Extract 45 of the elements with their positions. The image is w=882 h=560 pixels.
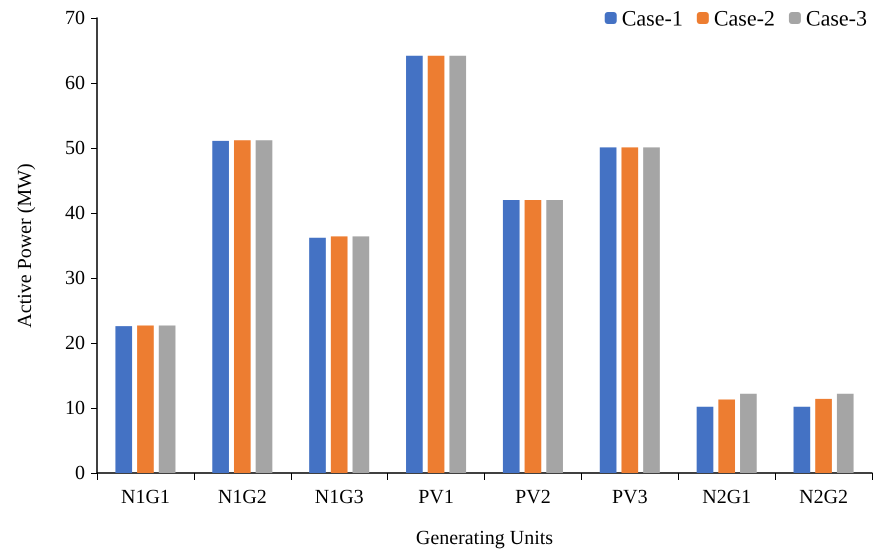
x-tick-label: PV2 [515,486,551,508]
bar [600,147,616,473]
bar [696,406,714,473]
y-tick-label: 0 [75,462,85,484]
legend-label: Case-2 [714,6,775,30]
bar [256,140,272,473]
bar [158,325,176,473]
legend-label: Case-3 [806,6,868,30]
y-tick-label: 70 [65,7,85,29]
bar [836,394,854,473]
bar [546,200,563,473]
x-tick-label: N1G3 [314,486,364,508]
bar [524,200,542,473]
x-tick-label: N1G1 [120,486,170,508]
x-tick-label: N1G2 [218,486,267,508]
y-axis-title: Active Power (MW) [14,163,36,328]
x-tick-label: N2G2 [799,486,848,508]
x-axis-title: Generating Units [416,527,554,549]
bar [352,236,370,473]
bar [115,326,132,473]
bar [406,56,423,473]
bar [815,398,832,473]
x-tick-label: N2G1 [702,486,752,508]
bar [449,56,466,473]
bar [234,140,251,473]
bar [137,325,154,473]
bar [502,200,520,473]
bar [643,147,660,473]
bar [740,394,757,473]
y-tick-label: 20 [65,332,85,354]
bar [428,56,444,473]
y-tick-label: 40 [65,202,85,224]
legend-label: Case-1 [622,6,683,30]
y-tick-label: 50 [65,137,85,159]
bar [309,238,326,473]
y-tick-label: 60 [65,72,85,94]
bar [621,147,638,473]
x-tick-label: PV1 [418,486,454,508]
y-tick-label: 10 [65,397,85,419]
bar [794,406,810,473]
x-tick-label: PV3 [612,486,648,508]
y-tick-label: 30 [65,267,85,289]
bar [212,140,229,473]
bar [718,400,736,473]
bar [330,236,348,473]
